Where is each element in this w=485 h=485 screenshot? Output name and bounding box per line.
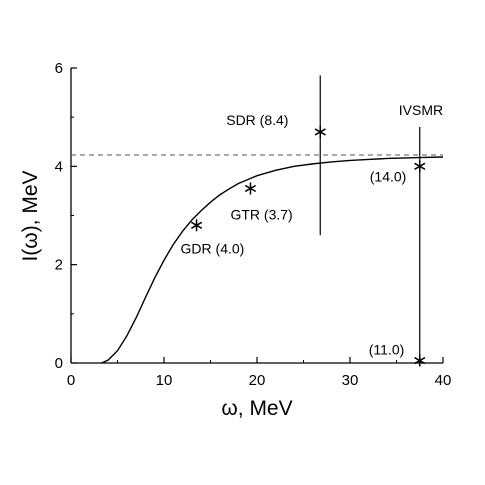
point-label: (11.0) bbox=[369, 342, 405, 358]
points-layer bbox=[190, 125, 426, 367]
star-stroke bbox=[314, 128, 326, 136]
star-stroke bbox=[190, 221, 203, 229]
y-tick-label: 0 bbox=[55, 355, 63, 372]
y-axis-title: I(ω), MeV bbox=[19, 170, 42, 261]
y-ticks: 0 2 4 6 bbox=[55, 60, 77, 372]
y-tick-label: 4 bbox=[55, 158, 63, 175]
star-stroke bbox=[414, 162, 426, 170]
vertical-lines-layer bbox=[319, 75, 421, 363]
data-point-star bbox=[190, 219, 203, 232]
point-label: (14.0) bbox=[370, 168, 407, 184]
data-point-star bbox=[244, 182, 257, 195]
point-label: GDR (4.0) bbox=[181, 240, 245, 256]
star-stroke bbox=[244, 184, 257, 193]
data-point-star bbox=[314, 125, 326, 138]
x-tick-label: 30 bbox=[342, 372, 359, 389]
point-label: GTR (3.7) bbox=[230, 206, 292, 222]
strength-curve bbox=[101, 156, 444, 364]
point-label: SDR (8.4) bbox=[226, 112, 288, 128]
x-tick-label: 0 bbox=[67, 372, 75, 389]
y-tick-label: 6 bbox=[55, 60, 63, 77]
x-tick-label: 20 bbox=[249, 372, 266, 389]
y-tick-label: 2 bbox=[55, 257, 63, 274]
x-tick-label: 40 bbox=[435, 372, 452, 389]
vertical-line-label: IVSMR bbox=[399, 102, 443, 118]
annotation-labels-layer: GDR (4.0) GTR (3.7) SDR (8.4) (14.0) (11.0) I… bbox=[181, 102, 444, 358]
x-ticks: 0 10 20 30 40 bbox=[67, 357, 452, 389]
data-point-star bbox=[414, 160, 426, 173]
x-tick-label: 10 bbox=[156, 372, 173, 389]
data-point-star bbox=[414, 354, 426, 367]
series-layer bbox=[71, 154, 444, 364]
star-stroke bbox=[414, 356, 426, 365]
x-axis-title: ω, MeV bbox=[221, 397, 292, 420]
